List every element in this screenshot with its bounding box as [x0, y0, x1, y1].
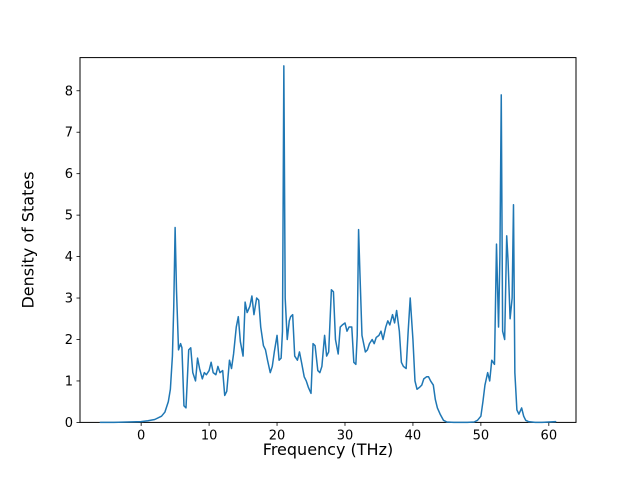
dos-line	[99, 65, 557, 424]
y-tick-label: 3	[65, 292, 73, 307]
x-tick-label: 40	[405, 428, 422, 443]
x-tick-label: 0	[137, 428, 145, 443]
y-tick-label: 0	[65, 416, 73, 431]
axes-spines	[79, 57, 577, 423]
y-tick-label: 2	[65, 333, 73, 348]
x-tick-label: 10	[201, 428, 218, 443]
x-tick-label: 20	[269, 428, 286, 443]
x-axis-label: Frequency (THz)	[262, 440, 394, 459]
x-tick-label: 60	[541, 428, 558, 443]
x-tick-label: 50	[473, 428, 490, 443]
y-tick-label: 1	[65, 374, 73, 389]
y-tick-label: 4	[65, 250, 73, 265]
y-tick-label: 7	[65, 126, 73, 141]
y-tick-label: 6	[65, 167, 73, 182]
y-axis-label: Density of States	[18, 171, 38, 309]
y-tick-label: 8	[65, 84, 73, 99]
y-tick-label: 5	[65, 209, 73, 224]
x-tick-label: 30	[337, 428, 354, 443]
